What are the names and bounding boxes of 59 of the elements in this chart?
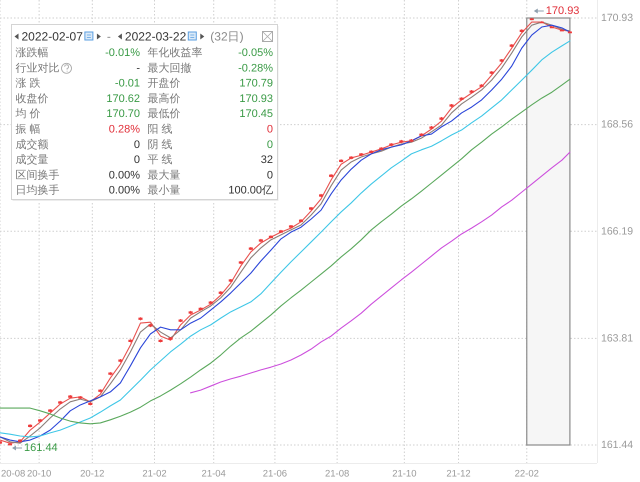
x-tick-label: 20-08 (1, 468, 26, 480)
text: 0.28% (108, 124, 140, 136)
text: 0 (134, 138, 140, 151)
text: 100.00亿 (228, 184, 273, 197)
category-label: 开盘价 (148, 78, 180, 90)
annotation: 170.93 (546, 5, 580, 17)
text: -0.01% (105, 47, 140, 59)
category-label: 收盘价 (16, 92, 48, 105)
category-label: 最大回撤 (148, 61, 192, 74)
category-label: 最小量 (148, 184, 180, 197)
y-tick-label: 163.81 (601, 332, 634, 344)
y-tick-label: 168.56 (601, 118, 634, 131)
category-label: 最低价 (148, 108, 180, 120)
text: 170.62 (106, 92, 140, 105)
y-tick-label: 161.44 (601, 439, 634, 451)
x-tick-label: 21-06 (262, 468, 288, 480)
text: 0 (266, 138, 273, 151)
category-label: 最大量 (148, 168, 180, 182)
text: 170.45 (239, 108, 273, 120)
category-label: 日均换手 (16, 184, 60, 197)
y-tick-label: 166.19 (601, 225, 634, 238)
category-label: 振 幅 (16, 124, 41, 136)
x-tick-label: 21-10 (392, 468, 417, 480)
category-label: 阳 线 (148, 122, 173, 136)
text: -0.01 (114, 78, 140, 90)
category-label: 成交额 (16, 138, 48, 151)
annotation: 161.44 (24, 442, 58, 454)
x-tick-label: 21-02 (142, 468, 167, 480)
x-tick-label: 20-12 (80, 468, 104, 480)
x-tick-label: 22-02 (514, 468, 539, 480)
category-label: 年化收益率 (148, 46, 202, 59)
category-label: 最高价 (148, 92, 180, 105)
y-tick-label: 170.93 (601, 12, 634, 24)
text: 170.79 (239, 78, 273, 90)
category-label: 涨 跌 (16, 78, 41, 90)
text: 0 (266, 124, 273, 136)
category-label: 平 线 (148, 153, 173, 166)
category-label: 成交量 (16, 153, 48, 166)
text: 0.00% (108, 184, 140, 197)
x-tick-label: 21-08 (324, 468, 350, 480)
text: - (136, 62, 140, 74)
text: 170.93 (239, 92, 273, 105)
text: 0 (134, 154, 140, 166)
category-label: 阴 线 (148, 138, 173, 151)
text: 32 (260, 154, 273, 166)
x-tick-label: 21-12 (446, 468, 471, 480)
text: -0.05% (238, 47, 273, 59)
x-tick-label: 21-04 (202, 468, 226, 480)
line-series (190, 152, 570, 394)
x-tick-label: 20-10 (26, 468, 52, 480)
category-label: 均 价 (14, 108, 41, 120)
chart-title: 2022-02-07 - 2022-03-22 (32日) (22, 30, 244, 44)
text: -0.28% (238, 62, 273, 74)
text: 0 (266, 169, 273, 182)
category-label: 涨跌幅 (16, 47, 48, 59)
category-label: 行业对比 (16, 61, 60, 74)
category-label: 区间换手 (16, 168, 60, 182)
text: 0.00% (108, 169, 140, 182)
text: 170.70 (106, 108, 140, 120)
